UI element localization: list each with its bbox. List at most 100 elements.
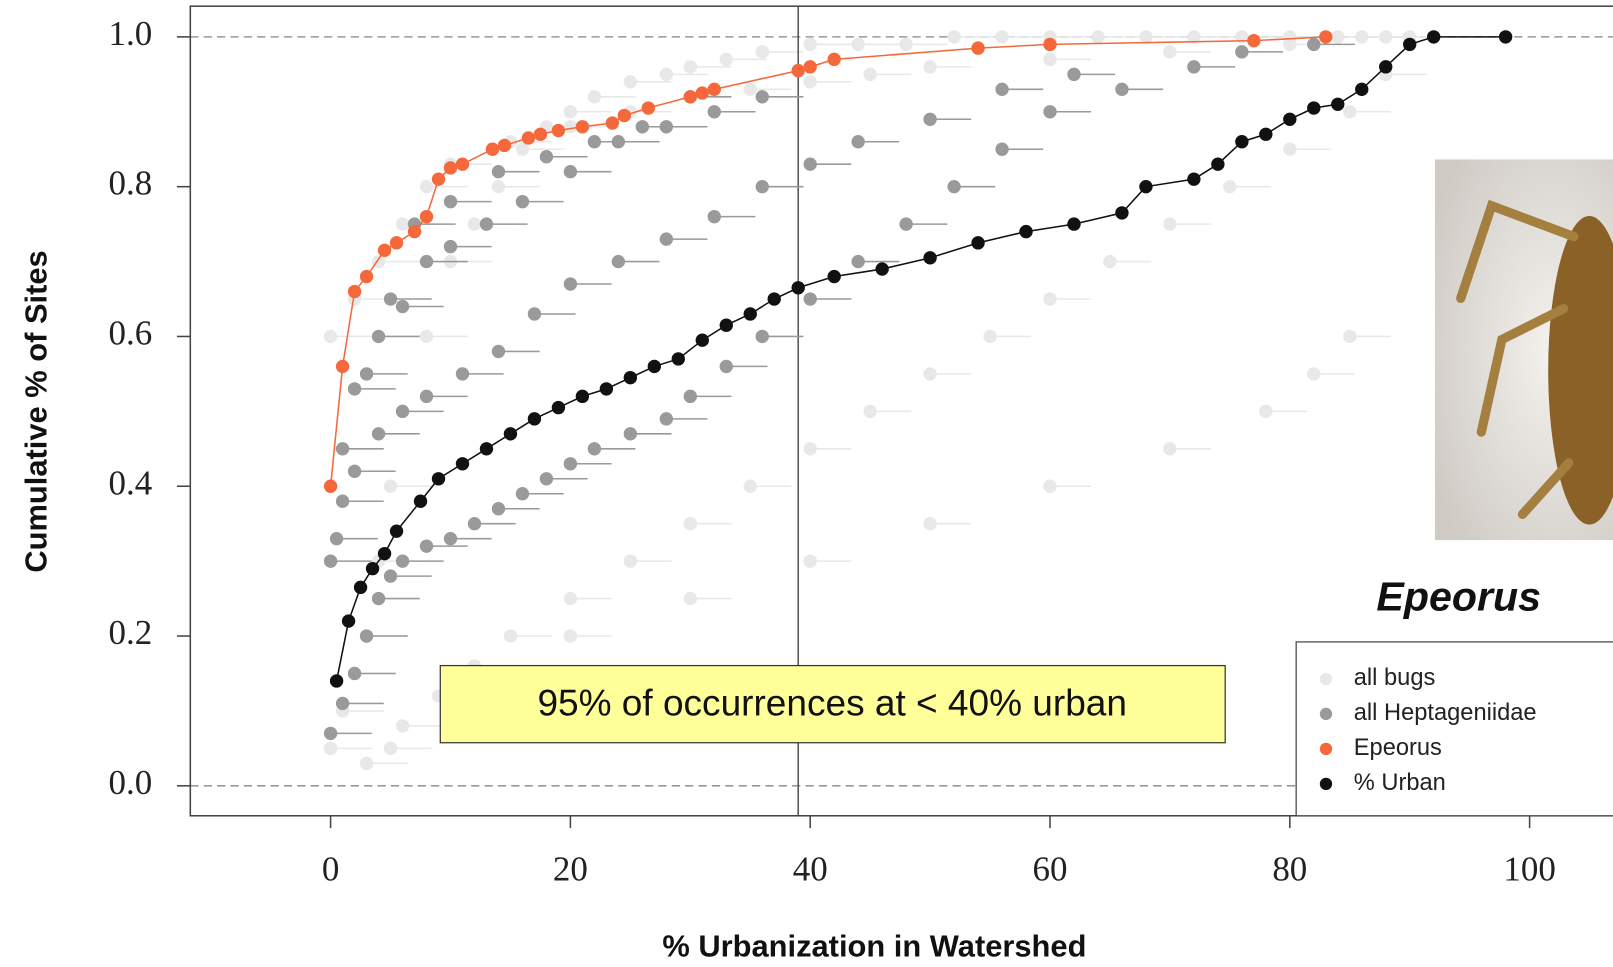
point <box>1283 142 1297 156</box>
point <box>563 629 578 643</box>
point <box>515 142 530 156</box>
point <box>971 41 985 55</box>
point <box>1103 254 1117 269</box>
y-tick-label: 0.2 <box>109 613 153 652</box>
x-tick-label: 80 <box>1272 849 1307 888</box>
point <box>1307 37 1321 52</box>
point <box>371 329 386 344</box>
point <box>707 209 721 224</box>
point <box>1067 217 1081 231</box>
point <box>329 531 344 546</box>
point <box>359 269 374 284</box>
point <box>719 52 733 67</box>
point <box>767 292 781 306</box>
point <box>497 138 512 153</box>
point <box>1043 37 1057 52</box>
point <box>563 120 578 134</box>
x-tick-label: 40 <box>793 849 828 888</box>
point <box>515 487 530 501</box>
point <box>617 108 632 123</box>
point <box>389 524 404 538</box>
point <box>1283 37 1297 52</box>
point <box>899 217 913 231</box>
point <box>1379 60 1393 74</box>
point <box>707 105 721 119</box>
point <box>1067 67 1081 82</box>
point <box>803 75 817 89</box>
point <box>791 281 805 295</box>
point <box>605 116 620 130</box>
point <box>1187 30 1201 44</box>
point <box>683 90 697 104</box>
point <box>1283 112 1297 126</box>
point <box>851 37 865 52</box>
point <box>587 135 602 149</box>
point <box>539 472 554 486</box>
point <box>875 262 889 276</box>
point <box>431 472 446 486</box>
point <box>383 292 398 306</box>
point <box>323 741 338 756</box>
point <box>659 67 674 82</box>
point <box>1223 179 1237 194</box>
point <box>551 123 566 138</box>
point <box>515 194 530 209</box>
point <box>491 344 506 359</box>
point <box>1259 404 1273 419</box>
point <box>1115 206 1129 220</box>
point <box>899 37 913 52</box>
point <box>467 517 482 531</box>
point <box>359 367 374 381</box>
point <box>323 329 338 344</box>
legend-label: Epeorus <box>1354 735 1442 761</box>
point <box>1259 127 1273 141</box>
point <box>455 457 470 471</box>
x-tick-label: 60 <box>1033 849 1068 888</box>
legend-marker <box>1319 707 1333 721</box>
point <box>479 442 494 456</box>
plot-frame <box>189 5 1613 817</box>
point <box>347 464 362 478</box>
point <box>575 120 590 134</box>
point <box>923 367 937 381</box>
point <box>1187 172 1201 186</box>
point <box>1163 45 1177 59</box>
point <box>1355 30 1369 44</box>
point <box>395 554 410 568</box>
point <box>1019 224 1033 239</box>
point <box>1043 479 1057 493</box>
point <box>647 359 662 374</box>
point <box>1427 30 1441 44</box>
point <box>995 30 1009 44</box>
point <box>623 427 638 441</box>
point <box>395 217 410 231</box>
point <box>1307 101 1321 115</box>
point <box>1211 157 1225 171</box>
point <box>563 105 578 119</box>
point <box>803 292 817 306</box>
point <box>527 307 542 321</box>
point <box>347 666 362 681</box>
point <box>683 591 697 606</box>
point <box>1331 97 1345 111</box>
point <box>419 209 434 224</box>
point <box>377 546 392 561</box>
point <box>335 494 350 508</box>
point <box>383 741 398 756</box>
annotation: 95% of occurrences at < 40% urban <box>537 681 1127 723</box>
y-tick-label: 1.0 <box>109 14 153 53</box>
point <box>641 101 656 115</box>
point <box>335 696 350 711</box>
point <box>491 179 506 194</box>
point <box>335 442 350 456</box>
point <box>683 60 697 74</box>
point <box>791 63 805 78</box>
point <box>623 75 638 89</box>
point <box>365 561 380 576</box>
point <box>1187 60 1201 74</box>
point <box>485 142 500 156</box>
point <box>479 217 494 231</box>
legend-label: % Urban <box>1354 770 1446 796</box>
point <box>1091 30 1105 44</box>
